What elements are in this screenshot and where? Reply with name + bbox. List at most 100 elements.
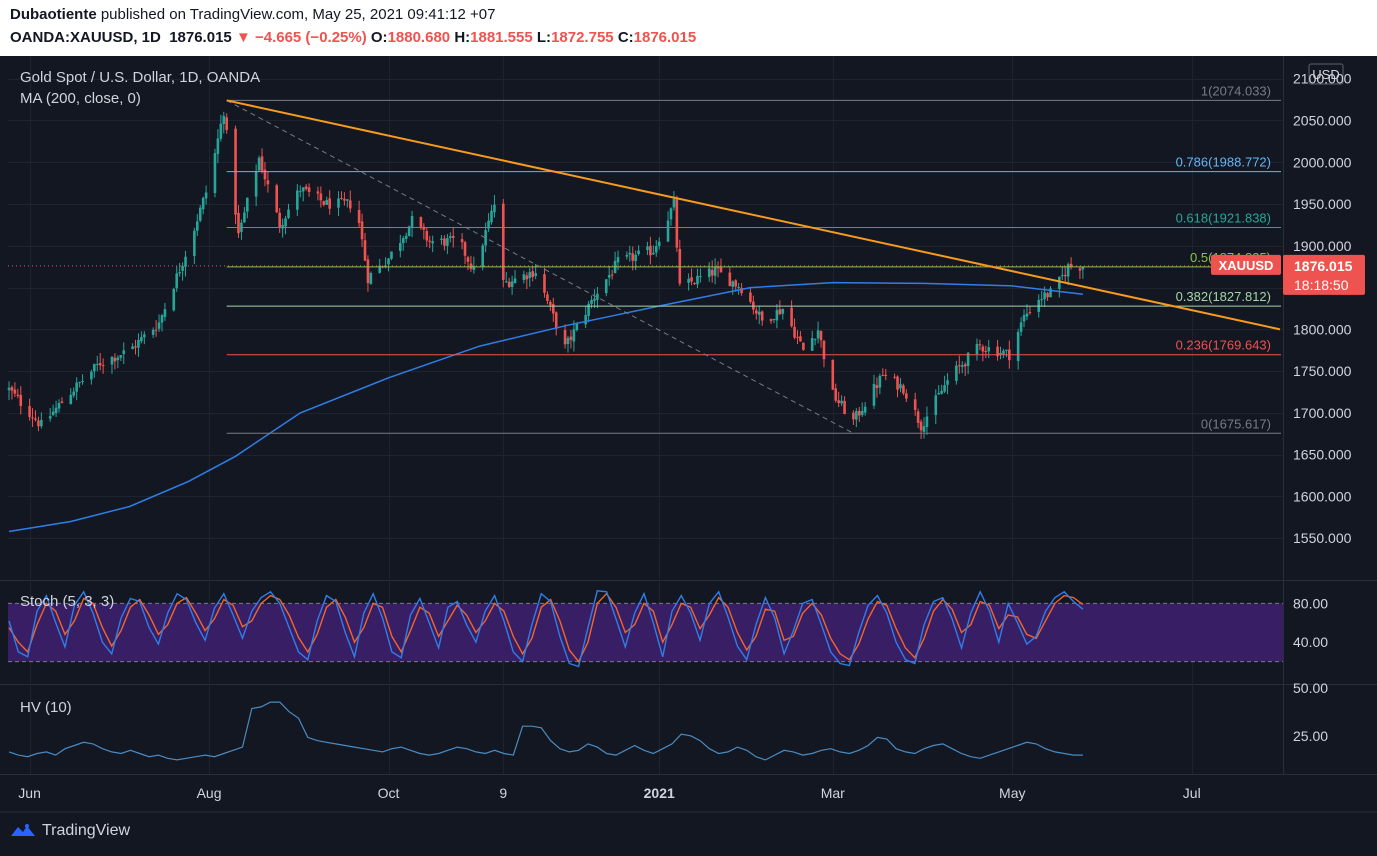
candle-body [1069, 263, 1073, 268]
candle-body [419, 217, 423, 228]
candle-body [137, 339, 140, 348]
candle-body [404, 235, 408, 239]
candle-body [399, 243, 402, 251]
candle-body [810, 338, 814, 351]
candle-body [575, 323, 579, 331]
candle-body [958, 365, 961, 367]
candle-body [543, 274, 546, 293]
candle-body [151, 329, 155, 335]
publish-line: Dubaotiente published on TradingView.com… [10, 6, 495, 23]
candle-body [181, 265, 184, 271]
candle-body [790, 307, 793, 327]
candle-body [1002, 350, 1005, 355]
time-tick-label: Aug [197, 785, 222, 801]
candle-body [431, 241, 434, 244]
candle-body [757, 311, 761, 315]
candle-body [731, 281, 735, 287]
candle-body [875, 385, 879, 389]
candle-body [860, 411, 864, 415]
candle-body [193, 230, 196, 256]
candle-body [184, 256, 187, 267]
candle-body [857, 410, 861, 416]
candle-body [625, 254, 629, 257]
stoch-k-line [8, 590, 1084, 668]
candle-body [919, 421, 923, 431]
candle-body [531, 271, 534, 277]
chart-canvas[interactable]: 1(2074.033) 0.786(1988.772) 0.618(1921.838… [0, 56, 1377, 816]
candle-body [463, 242, 467, 256]
candle-body [572, 329, 576, 342]
candle-body [510, 281, 514, 288]
candle-body [1078, 268, 1082, 271]
candle-body [387, 258, 390, 265]
candle-body [551, 304, 555, 314]
candle-body [1028, 312, 1032, 314]
candle-body [896, 376, 899, 390]
candle-body [737, 287, 740, 289]
candle-body [1005, 349, 1008, 351]
candle-body [937, 393, 941, 395]
candle-body [563, 330, 567, 345]
hv-label: HV (10) [20, 699, 72, 716]
candle-body [195, 221, 199, 231]
candle-body [646, 246, 649, 251]
candle-body [675, 199, 679, 248]
candle-body [905, 393, 908, 399]
symbol-name: OANDA:XAUUSD, 1D [10, 29, 161, 46]
candle-body [428, 240, 432, 242]
candle-body [69, 394, 73, 405]
candle-body [296, 190, 299, 210]
close-label: C: [617, 29, 634, 46]
candle-body [446, 238, 449, 246]
candle-body [593, 298, 596, 301]
candle-body [669, 208, 673, 220]
author-name[interactable]: Dubaotiente [10, 6, 97, 23]
candle-body [378, 265, 382, 273]
candle-body [198, 207, 202, 221]
price-tick-label: 1800.000 [1293, 321, 1352, 337]
candle-body [31, 417, 34, 419]
candle-body [451, 236, 455, 238]
candle-body [1043, 292, 1046, 300]
candle-body [796, 336, 799, 338]
candle-body [978, 344, 982, 346]
candle-body [266, 180, 270, 185]
candle-body [654, 246, 658, 253]
candle-body [587, 303, 590, 316]
candle-body [222, 115, 226, 124]
candle-body [246, 197, 249, 212]
fib-level-label: 0(1675.617) [1201, 416, 1271, 431]
candle-body [772, 319, 776, 321]
candle-body [637, 250, 640, 254]
price-tick-label: 1600.000 [1293, 488, 1352, 504]
high-value: 1881.555 [470, 29, 533, 46]
candle-body [631, 253, 635, 261]
candle-body [469, 263, 473, 269]
stoch-band [8, 603, 1283, 662]
hv-pane[interactable]: HV (10) [8, 699, 1083, 761]
candle-body [566, 338, 570, 344]
candle-body [534, 273, 537, 277]
tradingview-logo-icon [11, 824, 35, 836]
candle-body [831, 360, 835, 390]
stoch-pane[interactable]: Stoch (5, 3, 3) [8, 590, 1283, 668]
candle-body [81, 380, 84, 382]
price-pane[interactable]: 1(2074.033) 0.786(1988.772) 0.618(1921.838… [7, 69, 1283, 533]
price-tick-label: 1750.000 [1293, 363, 1352, 379]
hv-tick-label: 50.00 [1293, 680, 1328, 696]
candle-body [628, 252, 632, 255]
candle-body [1063, 274, 1067, 277]
candle-body [946, 380, 949, 385]
candle-body [781, 308, 785, 314]
close-value: 1876.015 [633, 29, 697, 46]
stoch-d-line [8, 592, 1084, 663]
candle-body [881, 375, 885, 377]
last-price-value: 1876.015 [1294, 258, 1353, 274]
candle-body [143, 334, 146, 338]
candle-body [657, 241, 661, 246]
candle-body [390, 251, 393, 259]
ma-label: MA (200, close, 0) [20, 90, 141, 107]
published-info: published on TradingView.com, May 25, 20… [100, 6, 496, 23]
candle-body [219, 123, 223, 139]
candle-body [325, 199, 329, 205]
